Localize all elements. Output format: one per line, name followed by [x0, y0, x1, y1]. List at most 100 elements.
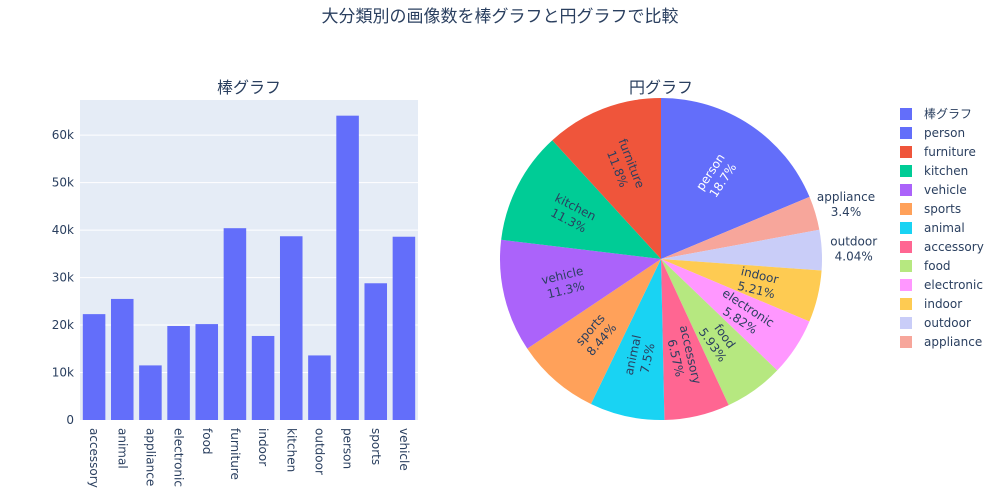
- legend-swatch: [900, 279, 912, 291]
- legend-label: animal: [924, 221, 965, 235]
- bar-outdoor: [308, 355, 331, 420]
- bar-food: [195, 324, 219, 420]
- bar-x-tick-label: furniture: [228, 428, 242, 480]
- legend: 棒グラフ person furniture kitchen vehicle sports a…: [900, 107, 984, 349]
- bar-x-tick-label: vehicle: [397, 428, 411, 471]
- bar-accessory: [82, 314, 106, 420]
- bar-chart-title: 棒グラフ: [217, 78, 281, 97]
- bar-y-axis: 0 10k 20k 30k 40k 50k 60k: [52, 128, 74, 427]
- bar-x-tick-label: food: [200, 428, 214, 455]
- pie-slice-outdoor: [661, 229, 822, 271]
- legend-item[interactable]: indoor: [900, 297, 962, 311]
- legend-swatch: [900, 222, 912, 234]
- legend-swatch: [900, 184, 912, 196]
- legend-item[interactable]: appliance: [900, 335, 982, 349]
- legend-item[interactable]: furniture: [900, 145, 976, 159]
- legend-label: accessory: [924, 240, 984, 254]
- legend-item[interactable]: accessory: [900, 240, 984, 254]
- bar-y-tick-label: 0: [66, 413, 74, 427]
- bar-electronic: [167, 325, 190, 420]
- pie-slice-percent: 7.5%: [637, 342, 657, 375]
- pie-slice-label: appliance: [817, 190, 875, 204]
- pie-slice-food: [661, 259, 778, 406]
- legend-swatch: [900, 108, 912, 120]
- legend-swatch: [900, 298, 912, 310]
- bar-y-tick-label: 10k: [52, 366, 74, 380]
- bar-x-tick-label: accessory: [87, 428, 101, 488]
- bar-series: [82, 115, 416, 420]
- legend-item[interactable]: animal: [900, 221, 965, 235]
- pie-slice-appliance: [661, 196, 820, 259]
- bar-x-tick-label: kitchen: [284, 428, 298, 472]
- legend-item[interactable]: electronic: [900, 278, 983, 292]
- bar-y-tick-label: 40k: [52, 223, 74, 237]
- legend-label: vehicle: [924, 183, 967, 197]
- legend-item[interactable]: outdoor: [900, 316, 971, 330]
- legend-item[interactable]: kitchen: [900, 164, 968, 178]
- pie-slice-furniture: [552, 98, 661, 259]
- bar-furniture: [223, 228, 247, 420]
- pie-slice-percent: 3.4%: [831, 205, 862, 219]
- bar-y-tick-label: 60k: [52, 128, 74, 142]
- legend-swatch: [900, 165, 912, 177]
- legend-item[interactable]: vehicle: [900, 183, 967, 197]
- figure-title: 大分類別の画像数を棒グラフと円グラフで比較: [322, 7, 679, 27]
- bar-sports: [364, 283, 388, 420]
- pie-slice-indoor: [661, 259, 822, 322]
- bar-chart: 棒グラフ 0 10k 20k 30k 40k 50k 60k accessory animal…: [52, 78, 418, 488]
- legend-item[interactable]: food: [900, 259, 951, 273]
- bar-x-tick-label: appliance: [143, 428, 157, 486]
- bar-animal: [110, 298, 134, 420]
- bar-y-tick-label: 50k: [52, 176, 74, 190]
- bar-vehicle: [392, 236, 416, 420]
- legend-label: 棒グラフ: [924, 107, 972, 121]
- legend-swatch: [900, 146, 912, 158]
- legend-label: electronic: [924, 278, 983, 292]
- bar-y-tick-label: 20k: [52, 318, 74, 332]
- pie-slice-sports: [527, 259, 661, 404]
- pie-slice-percent: 4.04%: [835, 249, 873, 263]
- bar-x-tick-label: indoor: [256, 428, 270, 466]
- legend-swatch: [900, 203, 912, 215]
- pie-slices: [500, 98, 822, 420]
- legend-swatch: [900, 127, 912, 139]
- legend-label: sports: [924, 202, 961, 216]
- legend-label: furniture: [924, 145, 976, 159]
- bar-x-tick-label: animal: [115, 428, 129, 469]
- bar-x-tick-label: outdoor: [312, 428, 326, 475]
- legend-swatch: [900, 336, 912, 348]
- legend-swatch: [900, 317, 912, 329]
- legend-item[interactable]: person: [900, 126, 965, 140]
- bar-x-axis: accessory animal appliance electronic food fu…: [87, 428, 411, 488]
- pie-slice-animal: [590, 259, 665, 420]
- bar-appliance: [139, 365, 162, 420]
- pie-slice-kitchen: [501, 140, 661, 259]
- bar-x-tick-label: electronic: [172, 428, 186, 487]
- legend-label: indoor: [924, 297, 962, 311]
- bar-gridlines: [80, 134, 418, 374]
- legend-label: food: [924, 259, 951, 273]
- legend-label: appliance: [924, 335, 982, 349]
- bar-plot-area: [80, 100, 418, 420]
- bar-indoor: [251, 335, 275, 420]
- legend-label: person: [924, 126, 965, 140]
- pie-slice-vehicle: [500, 239, 661, 349]
- legend-label: kitchen: [924, 164, 968, 178]
- bar-x-tick-label: person: [341, 428, 355, 469]
- pie-slice-label: outdoor: [830, 234, 877, 248]
- pie-slice-electronic: [661, 259, 810, 371]
- pie-chart-title: 円グラフ: [629, 78, 693, 97]
- legend-label: outdoor: [924, 316, 971, 330]
- bar-y-tick-label: 30k: [52, 271, 74, 285]
- bar-person: [336, 115, 359, 420]
- bar-kitchen: [279, 236, 303, 420]
- legend-item[interactable]: 棒グラフ: [900, 107, 972, 121]
- pie-slice-accessory: [661, 259, 729, 420]
- legend-item[interactable]: sports: [900, 202, 961, 216]
- legend-swatch: [900, 260, 912, 272]
